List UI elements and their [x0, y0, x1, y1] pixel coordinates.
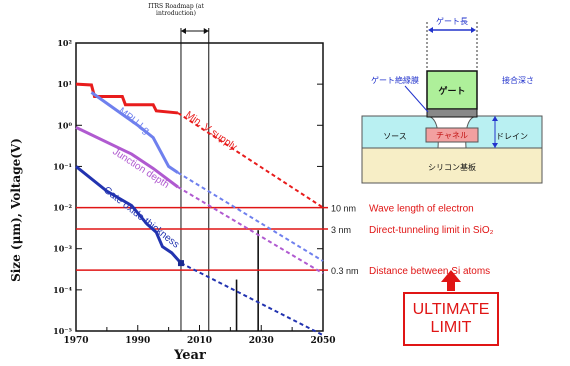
ultimate-limit-line-2: LIMIT [430, 319, 472, 336]
limit-description: Direct-tunneling limit in SiO₂ [369, 225, 494, 236]
junction-depth-label: 接合深さ [502, 75, 534, 85]
gate-insulator-label: ゲート絶縁膜 [371, 75, 419, 85]
series-projected-line [180, 262, 324, 337]
gate-label: ゲート [438, 85, 465, 97]
channel-region [425, 127, 479, 143]
series-label: Gate oxide thickness [101, 185, 181, 251]
substrate-region [361, 147, 543, 184]
gate-length-arrowheads [428, 27, 476, 33]
series-actual-line [90, 91, 179, 174]
limit-value-label: 3 nm [331, 225, 351, 235]
x-tick-label: 2030 [249, 336, 274, 346]
ultimate-limit-arrow [441, 270, 461, 291]
x-axis-label: Year [174, 348, 206, 363]
y-tick-label: 10² [57, 38, 72, 48]
limit-value-label: 0.3 nm [331, 266, 359, 276]
x-tick-label: 1970 [63, 336, 88, 346]
limit-description: Distance between Si atoms [369, 266, 490, 277]
x-tick-label: 1990 [125, 336, 150, 346]
limit-description: Wave length of electron [369, 204, 474, 215]
drain-label: ドレイン [496, 132, 528, 141]
gate-insulator-layer [426, 108, 478, 118]
limit-value-label: 10 nm [331, 204, 356, 214]
plot-frame [75, 42, 324, 332]
series-actual-line [75, 82, 179, 115]
gate-electrode [426, 70, 478, 110]
series-projected-line [177, 112, 324, 209]
series-label: MPU Lg [116, 106, 151, 137]
y-tick-label: 10⁻⁵ [53, 326, 72, 336]
y-tick-label: 10⁻³ [53, 244, 72, 254]
source-label: ソース [383, 132, 407, 141]
y-tick-label: 10⁻² [53, 203, 72, 213]
x-tick-label: 2010 [187, 336, 212, 346]
gate-length-label: ゲート長 [436, 16, 468, 26]
series-projected-line [177, 186, 324, 275]
y-tick-label: 10⁻⁴ [53, 285, 72, 295]
y-axis-label: Size (μm), Voltage(V) [9, 138, 23, 282]
gate-insulator-pointer [404, 85, 429, 113]
y-tick-label: 10⁻¹ [53, 161, 72, 171]
series-projected-line [177, 171, 324, 262]
x-tick-label: 2050 [310, 336, 335, 346]
series-actual-line [75, 165, 183, 265]
series-actual-line [75, 125, 179, 189]
roadmap-label: ITRS Roadmap (at introduction) [148, 3, 204, 17]
ultimate-limit-line-1: ULTIMATE [412, 301, 490, 318]
substrate-label: シリコン基板 [428, 162, 476, 172]
series-end-marker [177, 260, 184, 267]
channel-label: チャネル [436, 131, 468, 140]
y-tick-label: 10⁰ [57, 120, 72, 130]
series-label: Min. V supply [183, 109, 238, 152]
ultimate-limit-box: ULTIMATE LIMIT [403, 292, 499, 346]
y-tick-label: 10¹ [57, 79, 72, 89]
